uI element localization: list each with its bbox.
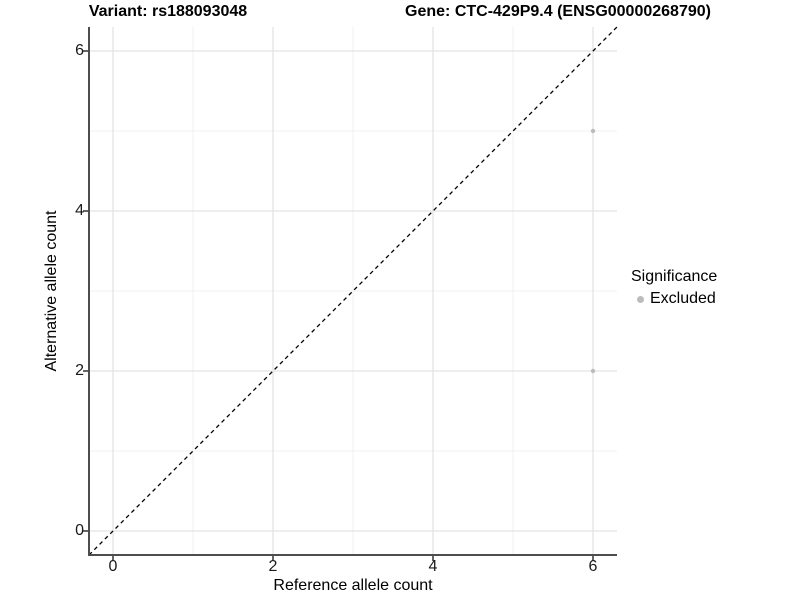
y-tick-label: 6 — [75, 42, 84, 59]
x-tick-label: 6 — [588, 558, 598, 575]
point-key-icon — [637, 295, 644, 303]
legend: Significance Excluded — [631, 268, 717, 308]
y-tick-label: 0 — [75, 522, 84, 539]
x-tick-label: 0 — [108, 558, 118, 575]
y-tick-label: 4 — [75, 202, 84, 219]
legend-title: Significance — [631, 268, 718, 285]
y-tick-label: 2 — [75, 362, 84, 379]
data-point — [590, 368, 596, 374]
gene-title: Gene: CTC-429P9.4 (ENSG00000268790) — [405, 3, 711, 20]
legend-item-excluded: Excluded — [631, 290, 717, 308]
x-axis-title: Reference allele count — [273, 577, 433, 594]
y-axis-title: Alternative allele count — [43, 210, 60, 372]
x-tick-label: 4 — [428, 558, 438, 575]
data-point — [590, 128, 596, 134]
x-tick-label: 2 — [268, 558, 278, 575]
variant-title: Variant: rs188093048 — [88, 3, 248, 20]
legend-item-label: Excluded — [650, 290, 716, 307]
